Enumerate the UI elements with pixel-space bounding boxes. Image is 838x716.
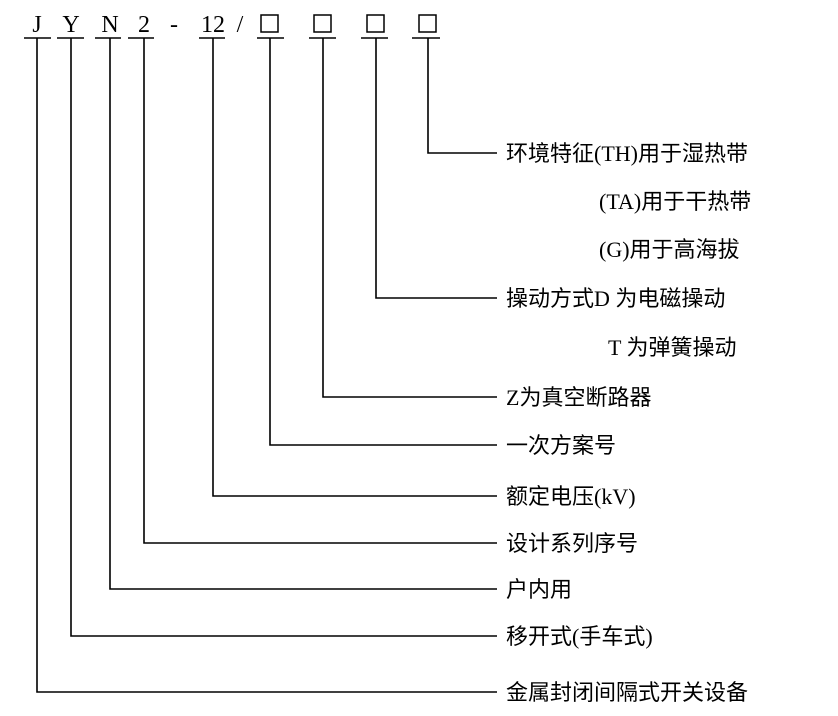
label-environment-th: 环境特征(TH)用于湿热带 [506,141,748,166]
label-indoor: 户内用 [506,577,572,602]
placeholder-box-2 [313,14,332,33]
placeholder-box-3 [366,14,385,33]
label-vacuum-breaker: Z为真空断路器 [506,385,651,410]
code-Y: Y [62,12,79,38]
code-dash: - [170,12,178,38]
label-rated-voltage: 额定电压(kV) [506,484,636,509]
label-design-series: 设计系列序号 [506,531,638,556]
label-scheme-number: 一次方案号 [506,433,616,458]
code-slash: / [237,12,244,38]
label-withdrawable: 移开式(手车式) [506,624,653,649]
placeholder-box-4 [418,14,437,33]
placeholder-box-1 [260,14,279,33]
code-J: J [32,12,41,38]
code-2: 2 [138,12,150,38]
label-metal-enclosed: 金属封闭间隔式开关设备 [506,680,748,705]
code-12: 12 [201,12,225,38]
leader-lines [36,38,497,693]
label-operation-t: T 为弹簧操动 [608,335,737,360]
code-N: N [101,12,118,38]
label-environment-ta: (TA)用于干热带 [599,189,751,214]
label-environment-g: (G)用于高海拔 [599,237,740,262]
label-operation-d: 操动方式D 为电磁操动 [506,286,725,311]
